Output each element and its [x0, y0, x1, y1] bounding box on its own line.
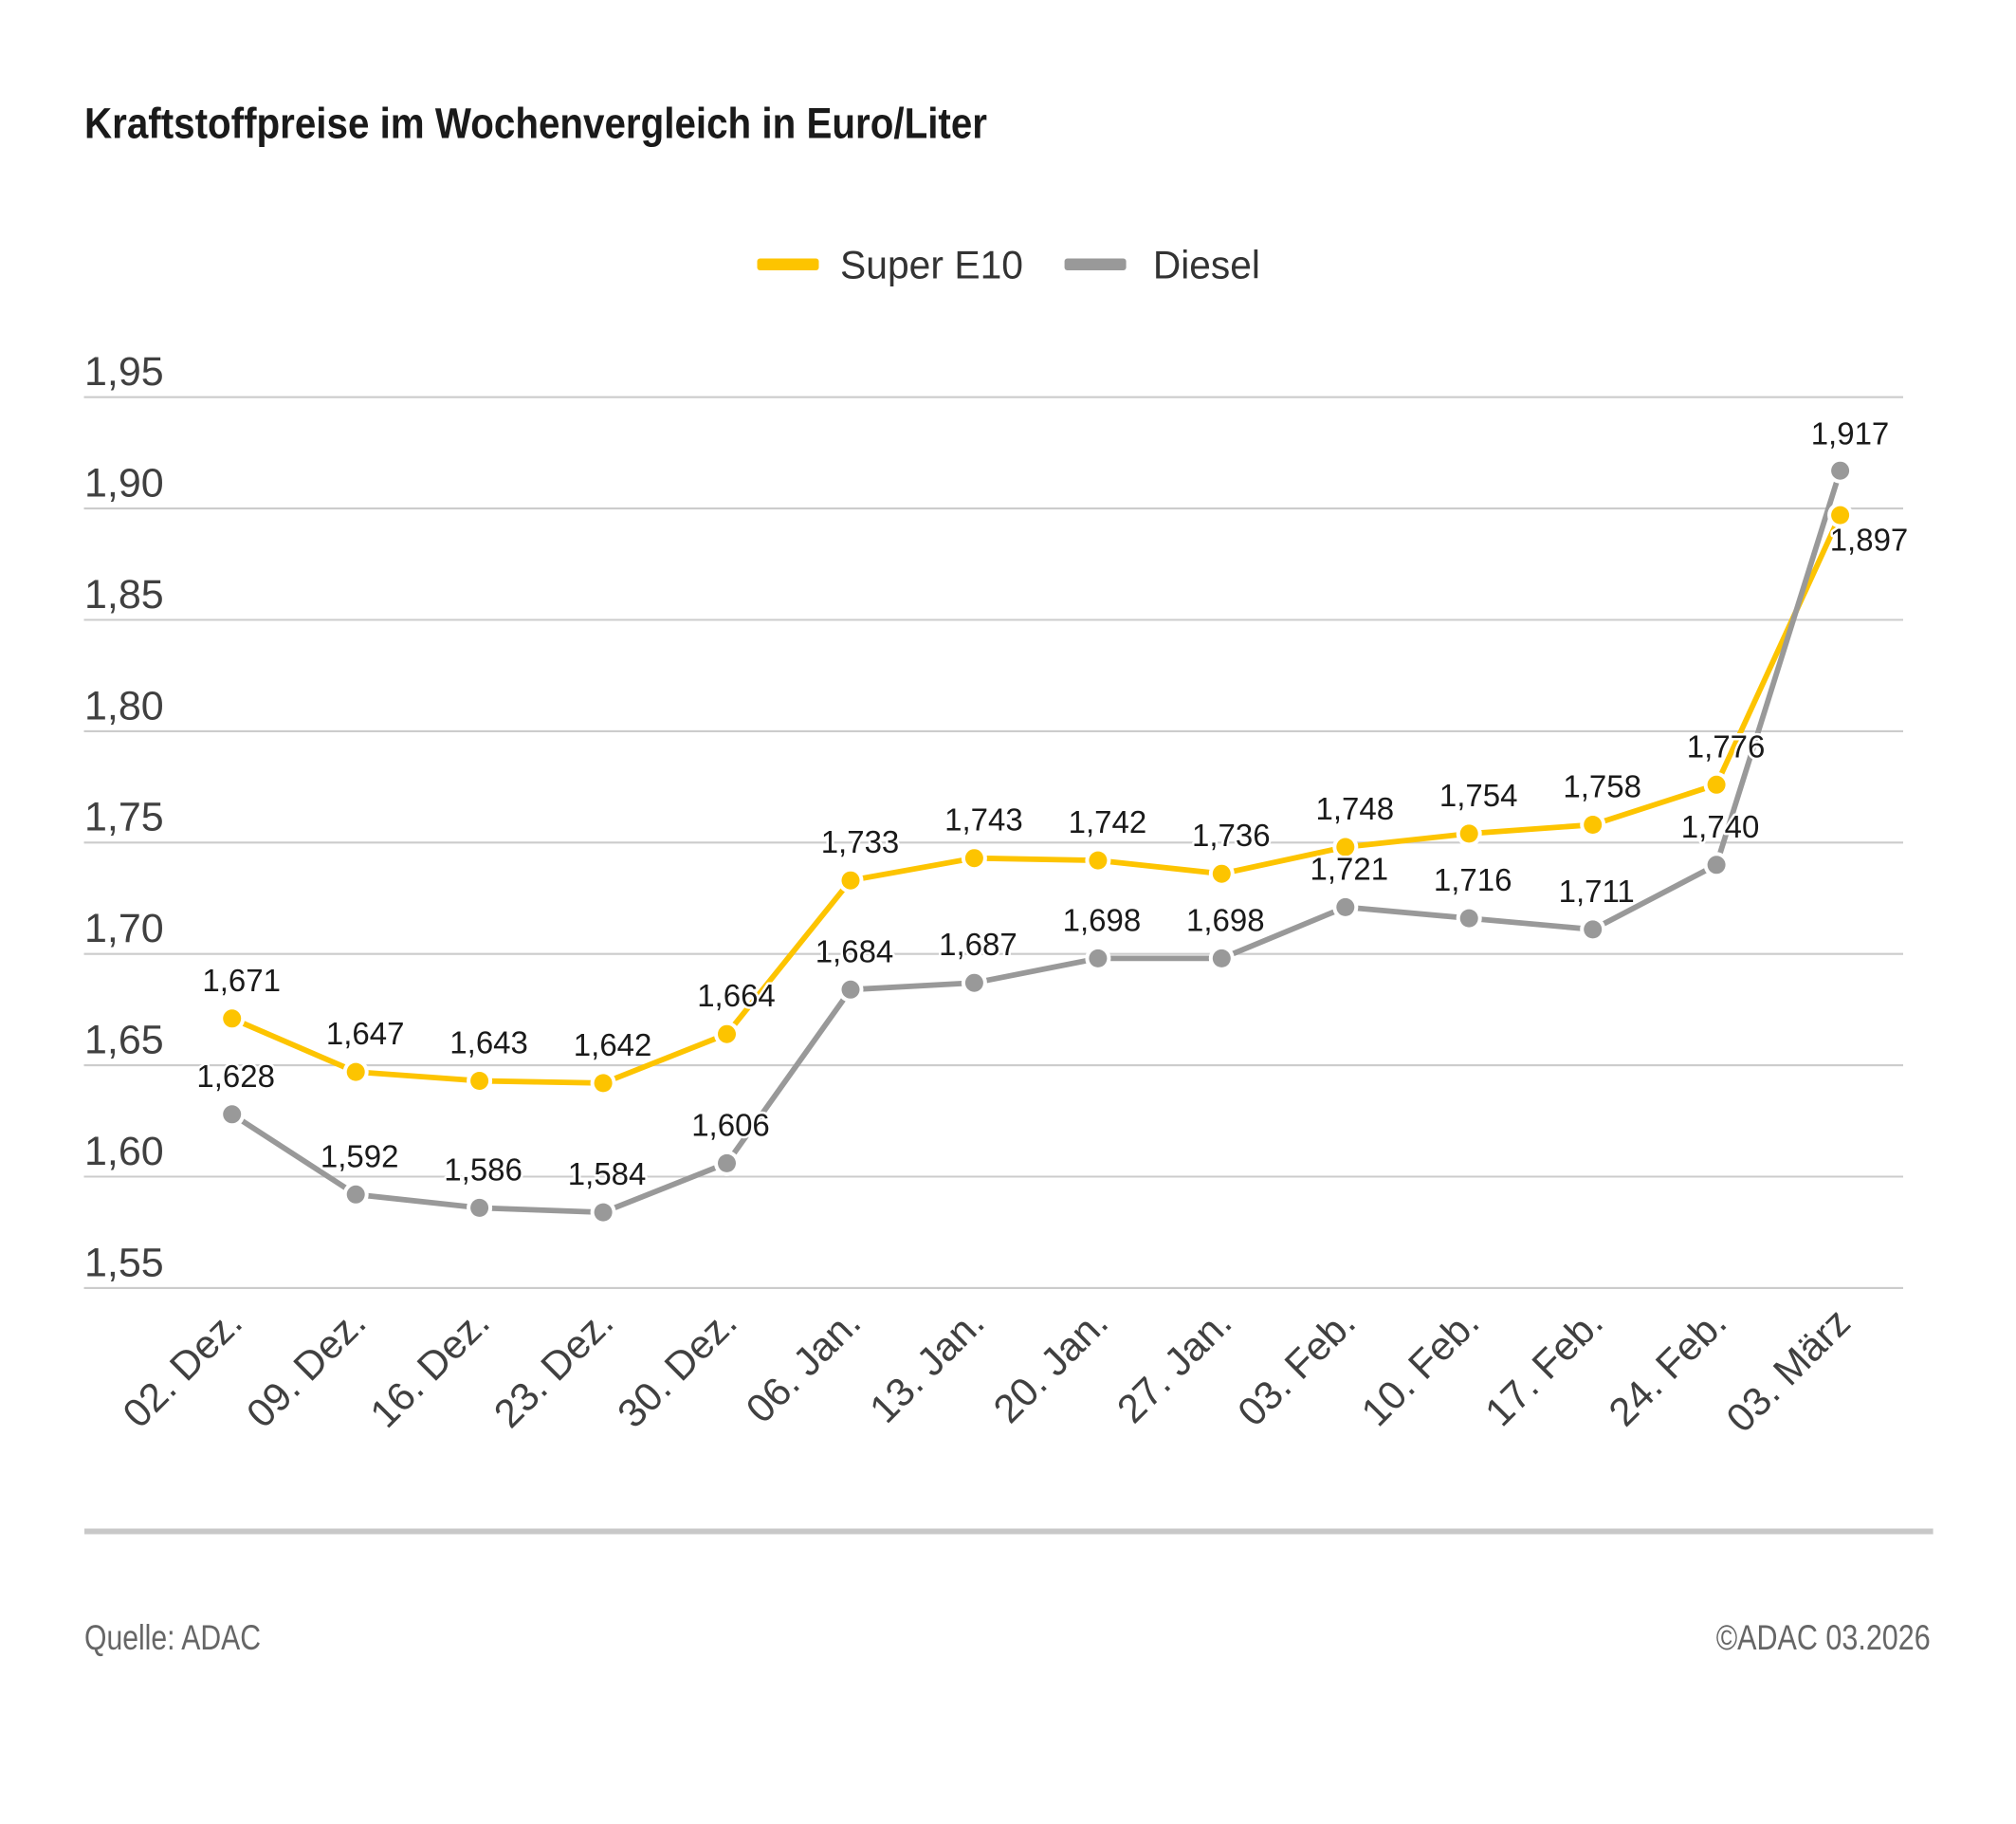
- svg-text:1,733: 1,733: [821, 824, 900, 859]
- svg-text:1,55: 1,55: [84, 1240, 164, 1285]
- svg-text:Super E10: Super E10: [840, 242, 1023, 286]
- svg-text:1,628: 1,628: [196, 1059, 275, 1094]
- svg-text:1,592: 1,592: [321, 1138, 399, 1173]
- svg-text:1,748: 1,748: [1316, 791, 1395, 826]
- svg-text:1,716: 1,716: [1434, 862, 1512, 897]
- svg-text:1,95: 1,95: [84, 349, 164, 395]
- svg-text:1,643: 1,643: [449, 1025, 528, 1060]
- svg-text:1,917: 1,917: [1811, 416, 1890, 451]
- svg-text:1,75: 1,75: [84, 795, 164, 840]
- svg-text:1,85: 1,85: [84, 572, 164, 617]
- svg-text:1,584: 1,584: [568, 1156, 647, 1191]
- svg-text:1,586: 1,586: [444, 1152, 522, 1187]
- svg-text:1,711: 1,711: [1559, 874, 1635, 909]
- svg-text:1,70: 1,70: [84, 906, 164, 951]
- svg-text:1,721: 1,721: [1310, 851, 1389, 886]
- svg-text:Quelle: ADAC: Quelle: ADAC: [84, 1618, 261, 1657]
- svg-text:1,671: 1,671: [202, 963, 281, 998]
- svg-text:1,65: 1,65: [84, 1018, 164, 1063]
- svg-text:1,606: 1,606: [691, 1107, 770, 1142]
- svg-text:1,776: 1,776: [1687, 728, 1766, 764]
- svg-text:1,647: 1,647: [326, 1016, 405, 1051]
- svg-text:1,642: 1,642: [574, 1027, 652, 1062]
- svg-text:1,743: 1,743: [944, 802, 1023, 838]
- svg-text:1,742: 1,742: [1069, 804, 1147, 839]
- svg-text:1,698: 1,698: [1063, 902, 1142, 937]
- svg-text:1,664: 1,664: [697, 978, 776, 1013]
- svg-text:Kraftstoffpreise im Wochenverg: Kraftstoffpreise im Wochenvergleich in E…: [84, 100, 987, 148]
- svg-text:1,684: 1,684: [816, 933, 894, 968]
- svg-text:1,754: 1,754: [1439, 778, 1518, 813]
- svg-text:1,897: 1,897: [1830, 523, 1909, 558]
- svg-text:1,698: 1,698: [1186, 902, 1265, 937]
- svg-text:1,60: 1,60: [84, 1129, 164, 1174]
- svg-text:1,758: 1,758: [1563, 769, 1641, 804]
- svg-text:1,736: 1,736: [1192, 818, 1271, 853]
- svg-text:1,687: 1,687: [939, 927, 1017, 962]
- svg-text:©ADAC 03.2026: ©ADAC 03.2026: [1716, 1618, 1931, 1657]
- svg-text:Diesel: Diesel: [1153, 242, 1260, 286]
- svg-text:1,80: 1,80: [84, 683, 164, 728]
- svg-text:1,90: 1,90: [84, 461, 164, 507]
- svg-text:1,740: 1,740: [1681, 809, 1760, 844]
